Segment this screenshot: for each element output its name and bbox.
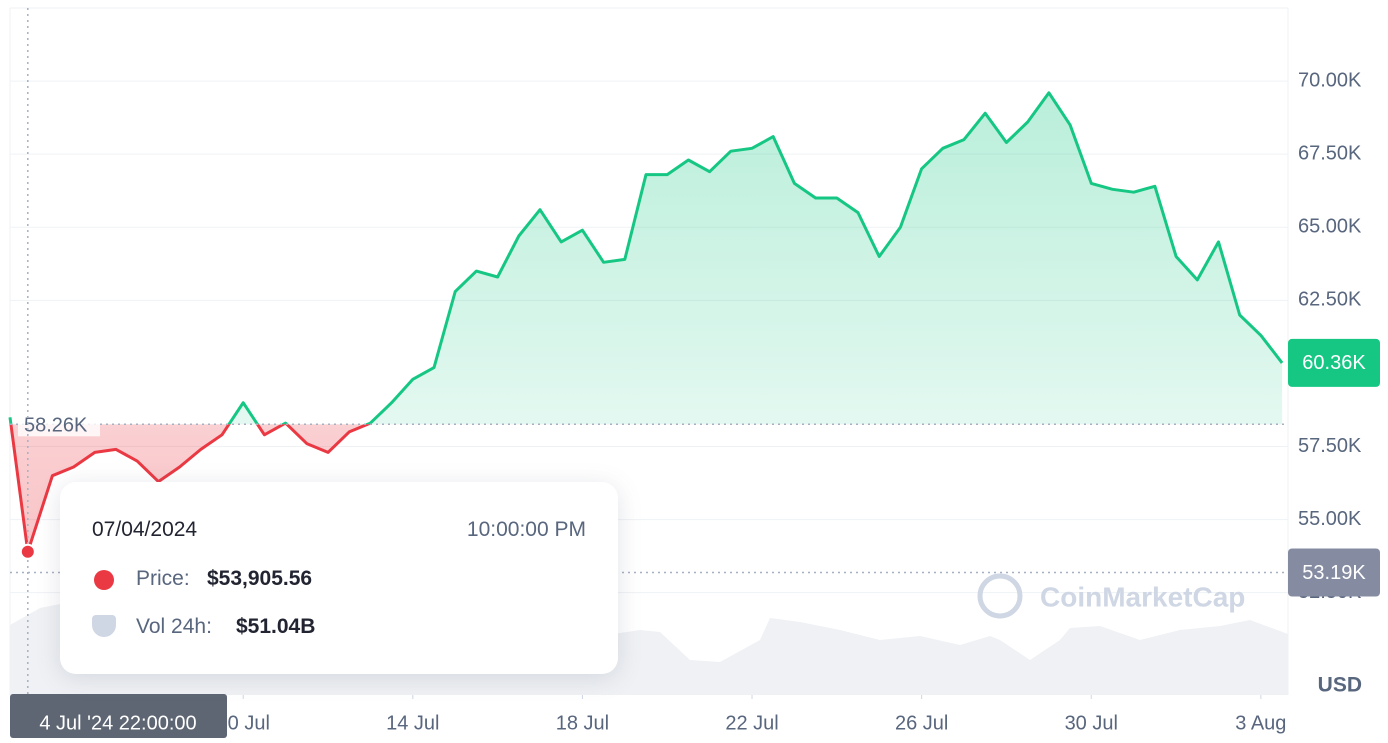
y-tick-label: 70.00K: [1298, 69, 1362, 91]
crosshair-label-bg: [10, 694, 227, 738]
y-tick-label: 55.00K: [1298, 508, 1362, 530]
volume-label: Vol 24h:: [136, 615, 212, 638]
watermark-logo: [977, 573, 1023, 619]
x-tick-label: 22 Jul: [725, 712, 778, 734]
x-tick-label: 10 Jul: [217, 712, 270, 734]
price-line-down: [9, 424, 372, 554]
y-tick-label: 62.50K: [1298, 289, 1362, 311]
baseline-label-bg: [18, 410, 100, 437]
tooltip-date: 07/04/2024: [92, 518, 198, 541]
baseline-label: 58.26K: [24, 415, 88, 437]
y-tick-label: 67.50K: [1298, 142, 1362, 164]
price-line-up: [8, 91, 1284, 425]
watermark: CoinMarketCap: [977, 573, 1245, 619]
x-tick-label: 30 Jul: [1065, 712, 1118, 734]
y-tick-label: 57.50K: [1298, 435, 1362, 457]
tooltip-time: 10:00:00 PM: [466, 518, 586, 541]
current-badge-label: 60.36K: [1302, 352, 1366, 374]
x-tick-label: 18 Jul: [556, 712, 609, 734]
watermark-text: CoinMarketCap: [1040, 581, 1245, 612]
tooltip: 07/04/2024 10:00:00 PM Price: $53,905.56…: [60, 482, 618, 674]
low-badge-label: 53.19K: [1302, 562, 1366, 584]
volume-value: $51.04B: [236, 615, 316, 638]
area-up: [10, 92, 1283, 425]
crosshair-label: 4 Jul '24 22:00:00: [39, 712, 196, 734]
currency: USD: [1318, 674, 1362, 697]
area-down: [10, 424, 1283, 552]
price-dot: [94, 570, 114, 590]
low-badge: [1288, 548, 1380, 597]
price-label: Price:: [136, 567, 190, 590]
volume-icon: [92, 615, 116, 637]
crosshair-dot: [19, 543, 36, 560]
price-value: $53,905.56: [207, 567, 313, 590]
y-tick-label: 65.00K: [1298, 216, 1362, 238]
x-tick-label: 26 Jul: [895, 712, 948, 734]
x-tick-label: 3 Aug: [1235, 712, 1286, 734]
current-badge: [1288, 338, 1380, 387]
x-tick-label: 14 Jul: [386, 712, 439, 734]
